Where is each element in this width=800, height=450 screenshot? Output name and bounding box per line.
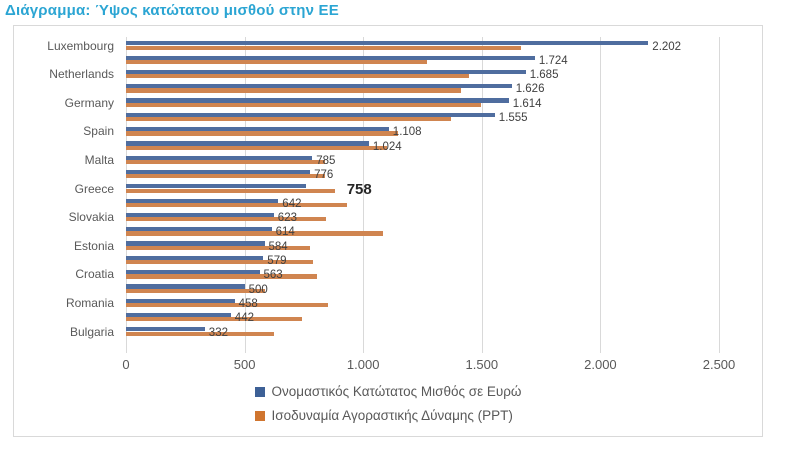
eur-bar-romania	[126, 298, 235, 303]
gridline	[244, 37, 246, 353]
value-label: 458	[238, 297, 258, 310]
gridline	[719, 37, 720, 353]
eur-bar-luxembourg	[126, 41, 649, 46]
category-label: Netherlands	[49, 67, 114, 82]
ppt-bar-spain	[126, 131, 398, 136]
eur-bar-bulgaria	[126, 327, 205, 332]
ppt-bar-portugal	[126, 174, 326, 179]
value-label: 332	[208, 326, 228, 339]
category-label: Greece	[74, 181, 114, 196]
ppt-bar-france	[126, 117, 451, 122]
value-label: 758	[346, 180, 372, 198]
eur-bar-greece	[126, 184, 306, 189]
x-tick-label: 2.500	[702, 357, 736, 372]
gridline	[481, 37, 483, 353]
ppt-bar-luxembourg	[126, 45, 521, 50]
ppt-bar-poland	[126, 231, 384, 236]
category-label: Croatia	[75, 267, 114, 282]
page-title: Διάγραμμα: Ύψος κατώτατου μισθού στην ΕΕ	[5, 2, 339, 19]
value-label: 642	[282, 197, 302, 210]
eur-bar-estonia	[126, 241, 265, 246]
legend-item-nominal-eur: Ονομαστικός Κατώτατος Μισθός σε Ευρώ	[254, 384, 522, 399]
ppt-bar-bulgaria	[126, 331, 275, 336]
eur-bar-germany	[126, 98, 509, 103]
x-axis: 0 500 1.000 1.500 2.000 2.500	[122, 357, 735, 373]
legend-item-ppt: Ισοδυναμία Αγοραστικής Δύναμης (PPT)	[254, 408, 513, 423]
eur-bar-slovenia	[126, 141, 369, 146]
value-label: 500	[248, 283, 268, 296]
ppt-bar-ireland	[126, 59, 428, 65]
category-label: Germany	[64, 95, 114, 110]
eur-bar-latvia	[126, 284, 245, 289]
eur-bar-poland	[126, 227, 272, 232]
x-tick-label: 1.000	[346, 357, 380, 372]
eur-bar-ireland	[126, 55, 535, 60]
category-label: Slovakia	[68, 210, 114, 225]
category-label: Bulgaria	[69, 324, 114, 339]
category-label: Malta	[84, 152, 114, 167]
value-label: 1.685	[529, 69, 559, 82]
category-label: Romania	[65, 295, 114, 310]
eur-bar-netherlands	[126, 69, 526, 75]
eur-bar-belgium	[126, 84, 512, 89]
gridline	[126, 37, 127, 353]
x-tick-label: 0	[122, 357, 130, 372]
gridline	[600, 37, 602, 353]
ppt-bar-czechia	[126, 260, 314, 265]
ppt-bar-belgium	[126, 88, 461, 93]
value-label: 614	[275, 226, 295, 239]
value-label: 1.724	[538, 54, 568, 67]
orange-series-swatch-icon	[254, 410, 265, 421]
value-label: 2.202	[652, 40, 682, 53]
value-label: 563	[263, 269, 283, 282]
eur-bar-spain	[126, 127, 389, 132]
x-tick-label: 500	[233, 357, 256, 372]
eur-bar-france	[126, 112, 495, 117]
eur-bar-malta	[126, 155, 313, 160]
eur-bar-slovakia	[126, 212, 274, 218]
ppt-bar-germany	[126, 102, 481, 107]
ppt-bar-latvia	[126, 288, 265, 293]
x-tick-label: 1.500	[465, 357, 499, 372]
blue-series-swatch-icon	[254, 386, 265, 397]
ppt-bar-greece	[126, 188, 335, 193]
ppt-bar-hungary	[126, 317, 302, 322]
eur-bar-czechia	[126, 255, 264, 260]
value-label: 623	[277, 212, 297, 225]
legend: Ονομαστικός Κατώτατος Μισθός σε Ευρώ Ισο…	[14, 384, 762, 423]
legend-label-nominal-eur: Ονομαστικός Κατώτατος Μισθός σε Ευρώ	[271, 384, 522, 399]
value-label: 442	[234, 312, 254, 325]
ppt-bar-slovakia	[126, 217, 327, 222]
gridline	[363, 37, 365, 353]
value-label: 1.614	[512, 97, 542, 110]
eur-bar-hungary	[126, 312, 231, 318]
ppt-bar-lithuania	[126, 202, 347, 208]
value-label: 1.626	[515, 83, 545, 96]
ppt-bar-netherlands	[126, 74, 469, 79]
category-label: Spain	[83, 124, 114, 139]
chart-frame: Luxembourg 2.202 1.724 Netherlands 1.685 1.62…	[13, 25, 763, 437]
ppt-bar-estonia	[126, 245, 310, 250]
value-label: 1.555	[498, 112, 528, 124]
ppt-bar-croatia	[126, 274, 317, 279]
value-label: 1.108	[392, 126, 422, 139]
legend-label-ppt: Ισοδυναμία Αγοραστικής Δύναμης (PPT)	[271, 408, 513, 423]
x-tick-label: 2.000	[584, 357, 617, 372]
value-label: 584	[268, 240, 288, 253]
ppt-bar-romania	[126, 302, 328, 308]
value-label: 1.024	[372, 140, 402, 153]
category-label: Estonia	[73, 238, 114, 253]
eur-bar-portugal	[126, 169, 311, 175]
eur-bar-lithuania	[126, 198, 279, 203]
ppt-bar-slovenia	[126, 145, 387, 150]
value-label: 776	[314, 169, 334, 182]
eur-bar-croatia	[126, 270, 260, 275]
legend-items: Ονομαστικός Κατώτατος Μισθός σε Ευρώ Ισο…	[254, 384, 522, 423]
plot-area: Luxembourg 2.202 1.724 Netherlands 1.685 1.62…	[47, 37, 720, 353]
value-label: 785	[316, 154, 336, 167]
value-label: 579	[267, 255, 287, 267]
ppt-bar-malta	[126, 159, 326, 165]
category-label: Luxembourg	[47, 38, 114, 53]
